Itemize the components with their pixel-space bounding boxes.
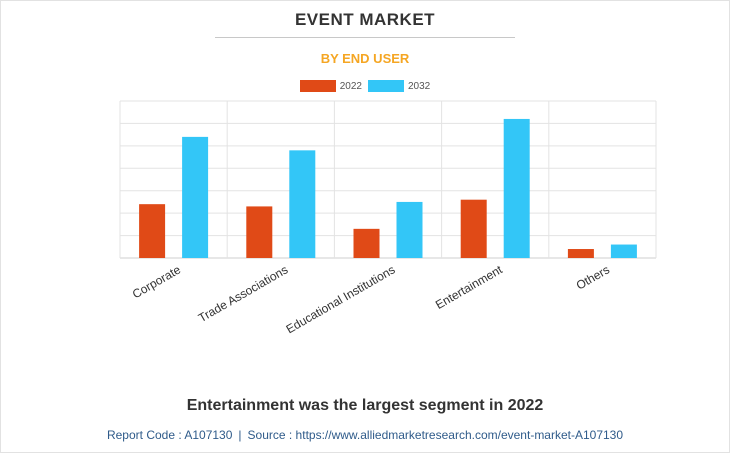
title-divider xyxy=(215,37,515,38)
legend: 2022 2032 xyxy=(0,80,730,92)
legend-swatch-2022 xyxy=(299,80,336,92)
bar-2032-corporate xyxy=(182,136,209,258)
x-tick-label: Others xyxy=(574,262,612,292)
x-tick-label: Educational Institutions xyxy=(284,262,398,336)
bar-2032-educational-institutions xyxy=(396,201,423,258)
bar-2032-entertainment xyxy=(503,118,530,258)
source-footer: Report Code : A107130 | Source : https://w… xyxy=(0,428,730,442)
x-tick-label: Corporate xyxy=(130,262,183,301)
bar-2022-entertainment xyxy=(460,199,487,258)
legend-label-2022: 2022 xyxy=(339,80,362,92)
report-code: Report Code : A107130 xyxy=(106,428,233,442)
legend-swatch-2032 xyxy=(368,80,404,92)
legend-item-2022: 2022 xyxy=(299,80,362,92)
bar-2022-others xyxy=(567,249,594,258)
bar-2022-educational-institutions xyxy=(353,228,380,258)
bar-2022-corporate xyxy=(139,204,166,258)
bar-2032-others xyxy=(610,244,637,258)
legend-item-2032: 2032 xyxy=(368,80,430,92)
headline-text: Entertainment was the largest segment in… xyxy=(186,397,544,414)
x-tick-label: Entertainment xyxy=(433,262,505,312)
chart-title: EVENT MARKET xyxy=(294,10,436,29)
x-tick-label: Trade Associations xyxy=(196,262,290,325)
bar-2032-trade-associations xyxy=(289,150,316,258)
chart-subtitle: BY END USER xyxy=(320,51,410,66)
footer-separator: | xyxy=(238,428,242,442)
bar-2022-trade-associations xyxy=(246,206,273,258)
source-link[interactable]: Source : https://www.alliedmarketresearc… xyxy=(247,428,624,442)
legend-label-2032: 2032 xyxy=(408,80,431,92)
